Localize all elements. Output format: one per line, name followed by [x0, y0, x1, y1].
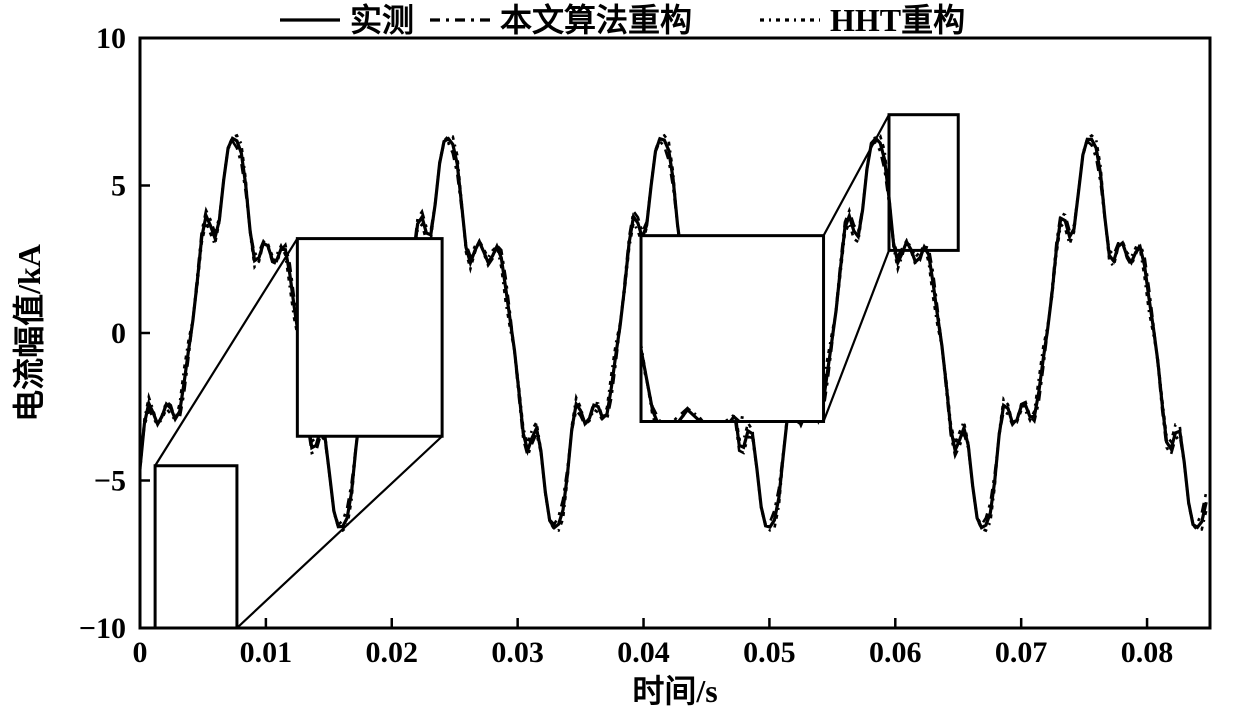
legend-label: 本文算法重构	[500, 2, 692, 38]
xtick-label: 0.03	[491, 636, 544, 669]
xtick-label: 0.07	[995, 636, 1048, 669]
zoom-connector	[824, 115, 889, 236]
zoom-connector	[155, 239, 297, 466]
inset-bg	[297, 239, 442, 437]
xtick-label: 0.06	[869, 636, 922, 669]
xtick-label: 0.04	[617, 636, 670, 669]
y-axis-label: 电流幅值/kA	[11, 244, 47, 422]
xtick-label: 0.02	[366, 636, 419, 669]
xtick-label: 0.01	[240, 636, 293, 669]
ytick-label: 0	[111, 317, 126, 350]
ytick-label: 10	[96, 22, 126, 55]
zoom-connector	[237, 436, 442, 628]
legend-label: HHT重构	[830, 2, 965, 38]
inset-bg	[641, 236, 824, 422]
xtick-label: 0	[133, 636, 148, 669]
ytick-label: 5	[111, 170, 126, 203]
xtick-label: 0.08	[1121, 636, 1174, 669]
xtick-label: 0.05	[743, 636, 796, 669]
zoom-source-box	[889, 115, 958, 251]
ytick-label: −10	[79, 612, 126, 645]
ytick-label: −5	[94, 465, 126, 498]
zoom-source-box	[155, 466, 237, 628]
x-axis-label: 时间/s	[632, 673, 717, 709]
legend-label: 实测	[350, 2, 414, 38]
